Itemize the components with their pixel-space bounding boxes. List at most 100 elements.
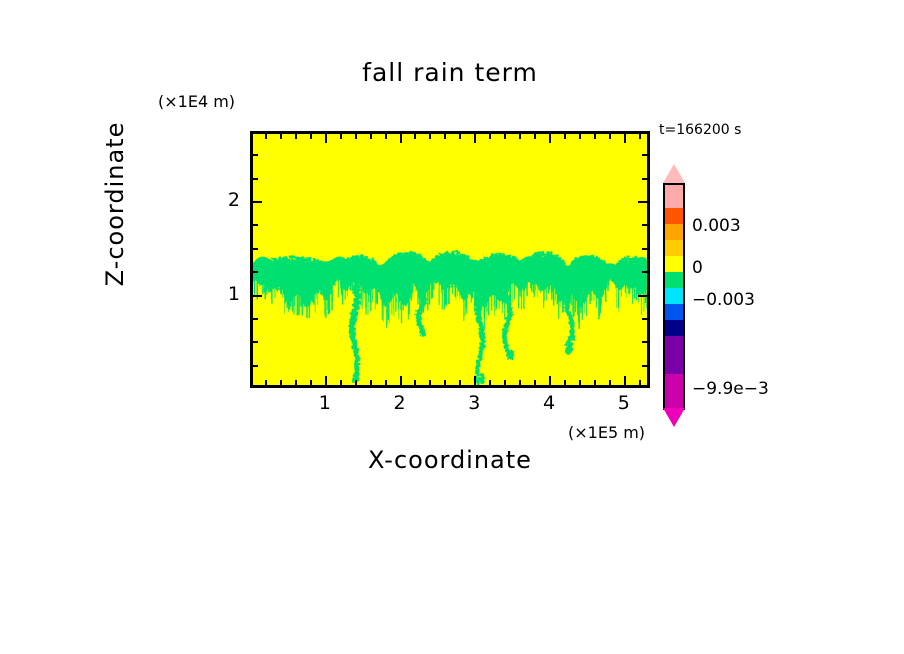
x-minor-tick: [579, 380, 581, 386]
y-minor-tick-right: [642, 365, 648, 367]
colorbar-band-separator: [663, 183, 685, 185]
x-major-tick: [400, 376, 402, 386]
x-minor-tick-top: [370, 133, 372, 139]
x-tick-label: 1: [318, 392, 331, 414]
x-minor-tick-top: [429, 133, 431, 139]
y-minor-tick-right: [642, 341, 648, 343]
colorbar-arrow-top: [663, 164, 685, 183]
y-minor-tick-right: [642, 224, 648, 226]
x-minor-tick: [594, 380, 596, 386]
x-minor-tick-top: [534, 133, 536, 139]
colorbar-band: [663, 304, 685, 320]
x-minor-tick: [414, 380, 416, 386]
colorbar-band: [663, 336, 685, 374]
x-tick-label: 4: [543, 392, 556, 414]
x-minor-tick-top: [295, 133, 297, 139]
colorbar: [661, 164, 685, 427]
y-minor-tick: [252, 318, 258, 320]
y-minor-tick-right: [642, 318, 648, 320]
x-major-tick-top: [474, 133, 476, 143]
colorbar-band: [663, 256, 685, 272]
colorbar-band: [663, 374, 685, 408]
x-minor-tick: [370, 380, 372, 386]
y-minor-tick: [252, 341, 258, 343]
colorbar-band: [663, 224, 685, 240]
x-minor-tick: [310, 380, 312, 386]
y-minor-tick: [252, 271, 258, 273]
colorbar-band: [663, 320, 685, 336]
x-minor-tick: [489, 380, 491, 386]
x-minor-tick-top: [564, 133, 566, 139]
x-minor-tick: [534, 380, 536, 386]
colorbar-tick-label: −9.9e−3: [692, 379, 769, 399]
x-minor-tick: [459, 380, 461, 386]
time-annotation: t=166200 s: [659, 122, 742, 138]
y-major-tick-right: [638, 201, 648, 203]
y-major-tick: [252, 295, 262, 297]
colorbar-band: [663, 288, 685, 304]
x-minor-tick-top: [444, 133, 446, 139]
y-minor-tick: [252, 178, 258, 180]
x-minor-tick-top: [310, 133, 312, 139]
y-major-tick: [252, 201, 262, 203]
colorbar-arrow-bottom: [663, 408, 685, 427]
colorbar-tick-label: −0.003: [692, 290, 755, 310]
colorbar-band: [663, 240, 685, 256]
x-major-tick-top: [624, 133, 626, 143]
x-minor-tick: [609, 380, 611, 386]
y-minor-tick-right: [642, 248, 648, 250]
x-major-tick: [325, 376, 327, 386]
y-minor-tick: [252, 154, 258, 156]
y-major-tick-right: [638, 295, 648, 297]
x-minor-tick-top: [489, 133, 491, 139]
y-tick-label: 1: [227, 282, 240, 305]
plot-area: [250, 131, 650, 388]
x-minor-tick: [639, 380, 641, 386]
x-minor-tick: [295, 380, 297, 386]
x-minor-tick: [444, 380, 446, 386]
x-minor-tick-top: [355, 133, 357, 139]
x-major-tick-top: [325, 133, 327, 143]
y-minor-tick: [252, 224, 258, 226]
x-minor-tick: [340, 380, 342, 386]
x-minor-tick-top: [519, 133, 521, 139]
x-axis-unit-label: (×1E5 m): [568, 423, 646, 442]
x-minor-tick-top: [639, 133, 641, 139]
x-minor-tick-top: [414, 133, 416, 139]
x-minor-tick-top: [459, 133, 461, 139]
x-minor-tick: [265, 380, 267, 386]
x-minor-tick-top: [594, 133, 596, 139]
colorbar-band: [663, 183, 685, 208]
y-axis-unit-label: (×1E4 m): [158, 92, 236, 111]
colorbar-tick-label: 0.003: [692, 216, 741, 236]
colorbar-tick-label: 0: [692, 258, 703, 278]
x-minor-tick: [280, 380, 282, 386]
x-minor-tick-top: [340, 133, 342, 139]
x-tick-label: 2: [393, 392, 406, 414]
y-minor-tick-right: [642, 154, 648, 156]
x-minor-tick: [504, 380, 506, 386]
x-minor-tick: [355, 380, 357, 386]
x-minor-tick: [519, 380, 521, 386]
x-major-tick-top: [549, 133, 551, 143]
x-minor-tick-top: [504, 133, 506, 139]
x-minor-tick-top: [385, 133, 387, 139]
heatmap-canvas: [253, 134, 647, 385]
colorbar-band: [663, 272, 685, 288]
y-minor-tick: [252, 248, 258, 250]
x-minor-tick-top: [280, 133, 282, 139]
x-minor-tick-top: [579, 133, 581, 139]
x-major-tick: [624, 376, 626, 386]
x-minor-tick: [429, 380, 431, 386]
x-minor-tick: [564, 380, 566, 386]
page-title: fall rain term: [362, 58, 538, 87]
x-minor-tick-top: [609, 133, 611, 139]
x-major-tick: [549, 376, 551, 386]
y-minor-tick: [252, 365, 258, 367]
x-tick-label: 3: [468, 392, 481, 414]
x-tick-label: 5: [617, 392, 630, 414]
y-axis-title: Z-coordinate: [101, 121, 129, 287]
x-minor-tick-top: [265, 133, 267, 139]
y-tick-label: 2: [227, 189, 240, 212]
